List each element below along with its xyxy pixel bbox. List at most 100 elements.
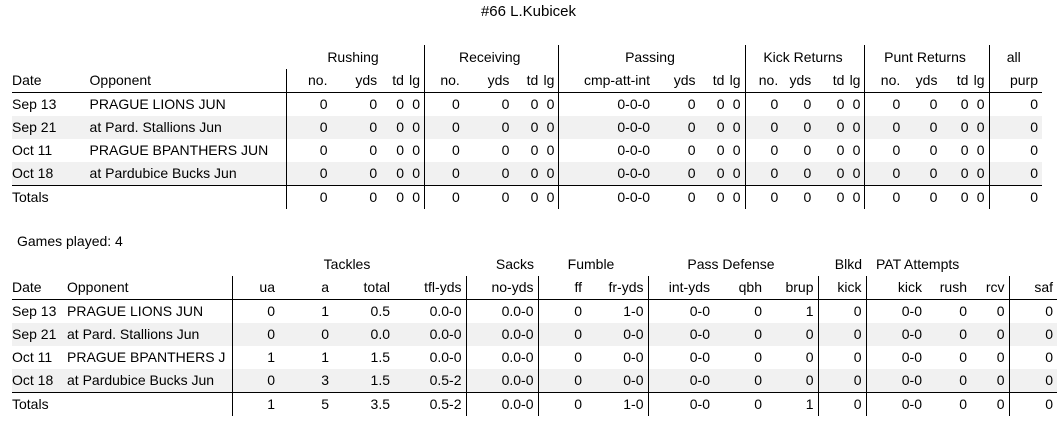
col-header: rush [926, 276, 971, 300]
cell-opponent: at Pard. Stallions Jun [89, 116, 287, 139]
stat-cell: 0 [331, 162, 382, 186]
stat-cell: 0 [538, 392, 586, 416]
stat-cell: 3 [279, 369, 333, 393]
col-header: rcv [971, 276, 1010, 300]
cell-opponent [67, 392, 233, 416]
stat-cell: 0 [848, 185, 866, 209]
stat-cell: 0 [513, 116, 543, 139]
stat-cell: 0 [542, 139, 560, 162]
group-sacks: Sacks [495, 255, 534, 272]
stat-cell: 0-0 [901, 303, 922, 319]
stat-cell: 0 [815, 185, 849, 209]
stat-cell: 0 [745, 116, 783, 139]
stat-cell: 0-0 [648, 369, 714, 393]
stat-cell: 1 [267, 349, 275, 365]
col-header: int-yds [648, 276, 714, 300]
stat-cell: 0 [904, 116, 942, 139]
stat-cell: 0 [319, 96, 328, 112]
stat-cell: 0.0-0 [394, 299, 467, 323]
stat-cell: 0 [892, 96, 901, 112]
stat-cell: 0 [542, 162, 560, 186]
stat-cell: 1.5 [370, 349, 390, 365]
stat-cell: 0.0-0 [466, 299, 539, 323]
stat-cell: 0 [926, 392, 971, 416]
stat-cell: 0 [714, 323, 766, 346]
table-row: Sep 13 PRAGUE LIONS JUN 0 1 0.5 0.0-0 0.0-0 0 1-… [12, 299, 1057, 323]
stat-cell: 0 [407, 116, 426, 139]
group-fumble: Fumble [567, 255, 615, 272]
stat-cell: 0 [407, 139, 426, 162]
stat-cell: 0.0-0 [394, 346, 467, 369]
cell-date: Oct 11 [12, 349, 53, 365]
stat-cell: 0 [864, 162, 905, 186]
col-header: qbh [714, 276, 766, 300]
stat-cell: 0 [463, 162, 514, 186]
col-header: purp [989, 69, 1042, 93]
col-header: no-yds [466, 276, 539, 300]
stat-cell: 0 [530, 96, 539, 112]
stat-cell: 0-0 [586, 346, 649, 369]
stat-cell: 0 [818, 299, 867, 323]
group-kick-returns: Kick Returns [744, 45, 865, 69]
stat-cell: 1 [766, 299, 819, 323]
cell-date: Sep 13 [12, 96, 57, 112]
stat-cell: 0 [654, 185, 700, 209]
cell-opponent: PRAGUE BPANTHERS J [67, 346, 233, 369]
stat-cell: 0 [538, 369, 586, 393]
cell-date: Totals [12, 392, 67, 416]
col-header: tfl-yds [394, 276, 467, 300]
cell-opponent: PRAGUE BPANTHERS JUN [89, 139, 287, 162]
offense-totals: Totals 0 0 0 0 0 0 0 0 0-0-0 0 0 0 0 0 0 0 0 0 0 0 0 [12, 185, 1042, 209]
stat-cell: 0 [286, 185, 332, 209]
stat-cell: 0 [714, 369, 766, 393]
col-header: ff [538, 276, 586, 300]
cell-date: Oct 11 [12, 142, 53, 158]
stat-cell: 0-0-0 [617, 96, 651, 112]
stat-cell: 0 [782, 116, 816, 139]
stat-cell: 0 [941, 116, 973, 139]
stat-cell: 0 [926, 323, 971, 346]
table-row: Oct 11 PRAGUE BPANTHERS J 1 1 1.5 0.0-0 0.0-0 0… [12, 346, 1057, 369]
cell-date: Totals [12, 185, 90, 209]
stat-cell: 0 [1009, 369, 1057, 393]
defense-group-header-row: Tackles Sacks Fumble Pass Defense Blkd P… [12, 252, 1057, 276]
stat-cell: 0 [267, 303, 275, 319]
col-header: td [381, 69, 408, 93]
stat-cell: 0 [716, 142, 725, 158]
stat-cell: 0 [941, 185, 973, 209]
stat-cell: 0 [989, 116, 1042, 139]
stat-cell: 0-0 [689, 303, 710, 319]
stat-cell: 0-0 [866, 323, 926, 346]
stat-cell: 0 [279, 323, 333, 346]
stat-cell: 0 [818, 323, 867, 346]
col-header: brup [766, 276, 819, 300]
stat-cell: 0.5-2 [394, 369, 467, 393]
col-header: yds [782, 69, 816, 93]
table-row: Oct 18 at Pardubice Bucks Jun 0 3 1.5 0.5-2 0.… [12, 369, 1057, 393]
stat-cell: 0 [574, 349, 582, 365]
stat-cell: 0 [728, 116, 746, 139]
stat-cell: 1 [321, 303, 329, 319]
stat-cell: 0 [501, 96, 510, 112]
stat-cell: 0 [929, 142, 938, 158]
stat-cell: 0 [864, 185, 905, 209]
stat-cell: 0 [728, 139, 746, 162]
stat-cell: 0.0-0 [394, 323, 467, 346]
stat-cell: 0 [929, 96, 938, 112]
stat-cell: 0.0-0 [466, 346, 539, 369]
cell-opponent: PRAGUE LIONS JUN [67, 299, 233, 323]
stat-cell: 0-0-0 [558, 162, 655, 186]
group-blkd: Blkd [834, 255, 862, 272]
stat-cell: 0 [959, 303, 967, 319]
stat-cell: 0 [892, 142, 901, 158]
stat-cell: 0 [904, 185, 942, 209]
stat-cell: 0 [818, 392, 867, 416]
cell-date: Sep 21 [12, 116, 90, 139]
group-pat-attempts: PAT Attempts [876, 255, 960, 272]
stat-cell: 0 [654, 162, 700, 186]
stat-cell: 0.0 [333, 323, 394, 346]
stat-cell: 0 [574, 303, 582, 319]
stat-cell: 0 [232, 323, 279, 346]
stat-cell: 0 [286, 116, 332, 139]
stat-cell: 0 [319, 142, 328, 158]
